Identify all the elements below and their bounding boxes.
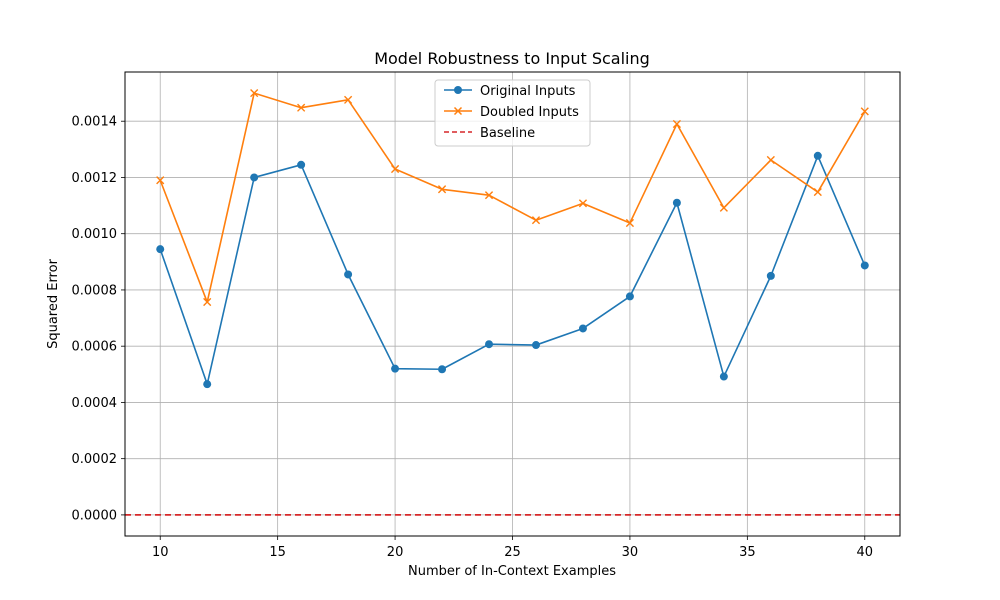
- legend: Original Inputs Doubled Inputs Baseline: [434, 79, 591, 147]
- y-tick-label: 0.0010: [72, 227, 118, 242]
- data-point-original: [860, 261, 869, 270]
- x-tick-label: 40: [856, 545, 873, 560]
- data-point-doubled: [484, 191, 494, 200]
- x-tick-label: 15: [269, 545, 286, 560]
- data-point-doubled: [531, 216, 541, 225]
- data-point-original: [203, 380, 212, 389]
- data-point-original: [391, 364, 400, 373]
- data-point-original: [625, 292, 634, 301]
- data-point-original: [297, 160, 306, 169]
- y-tick-label: 0.0002: [72, 452, 118, 467]
- legend-label-original: Original Inputs: [480, 84, 576, 99]
- data-point-doubled: [860, 107, 869, 116]
- series-markers: [156, 88, 869, 389]
- x-tick-label: 35: [739, 545, 756, 560]
- y-tick-label: 0.0012: [72, 171, 118, 186]
- legend-marker-doubled: [453, 106, 463, 116]
- data-point-original: [766, 271, 775, 280]
- data-point-original: [672, 198, 681, 207]
- series-line-original: [159, 155, 866, 385]
- y-tick-label: 0.0000: [72, 508, 118, 523]
- data-point-original: [438, 365, 447, 374]
- y-tick-label: 0.0006: [72, 340, 118, 355]
- data-point-original: [344, 270, 353, 279]
- legend-label-doubled: Doubled Inputs: [480, 105, 579, 120]
- legend-label-baseline: Baseline: [480, 126, 535, 141]
- data-point-doubled: [203, 297, 212, 307]
- series-line-doubled: [159, 92, 866, 303]
- data-point-doubled: [437, 185, 447, 194]
- y-axis-label: Squared Error: [46, 258, 61, 348]
- y-axis-ticks: 0.0000 0.0002 0.0004 0.0006 0.0008 0.0010 0.00…: [72, 115, 125, 523]
- y-tick-label: 0.0008: [72, 283, 118, 298]
- y-tick-label: 0.0014: [72, 115, 118, 130]
- x-tick-label: 25: [504, 545, 521, 560]
- data-point-doubled: [578, 199, 588, 208]
- data-point-doubled: [156, 176, 165, 185]
- data-point-original: [250, 173, 259, 182]
- x-axis-label: Number of In-Context Examples: [408, 564, 616, 579]
- data-point-doubled: [813, 187, 822, 197]
- data-point-doubled: [719, 203, 728, 212]
- data-point-original: [813, 151, 822, 160]
- chart-title: Model Robustness to Input Scaling: [374, 49, 650, 68]
- data-point-doubled: [344, 95, 353, 104]
- data-point-doubled: [625, 218, 635, 228]
- x-axis-ticks: 10 15 20 25 30 35 40: [152, 536, 873, 560]
- data-point-doubled: [250, 88, 259, 98]
- data-point-doubled: [672, 119, 681, 129]
- series-lines: [159, 92, 866, 385]
- x-tick-label: 10: [152, 545, 169, 560]
- legend-marker-original: [454, 86, 462, 94]
- legend-box: [434, 79, 591, 147]
- data-point-original: [156, 245, 165, 254]
- data-point-doubled: [297, 103, 306, 112]
- data-point-original: [485, 340, 494, 349]
- data-point-original: [531, 341, 540, 350]
- data-point-original: [578, 324, 587, 333]
- data-point-original: [719, 372, 728, 381]
- x-tick-label: 30: [622, 545, 639, 560]
- y-tick-label: 0.0004: [72, 396, 118, 411]
- data-point-doubled: [390, 164, 400, 174]
- data-point-doubled: [766, 155, 775, 165]
- x-tick-label: 20: [387, 545, 404, 560]
